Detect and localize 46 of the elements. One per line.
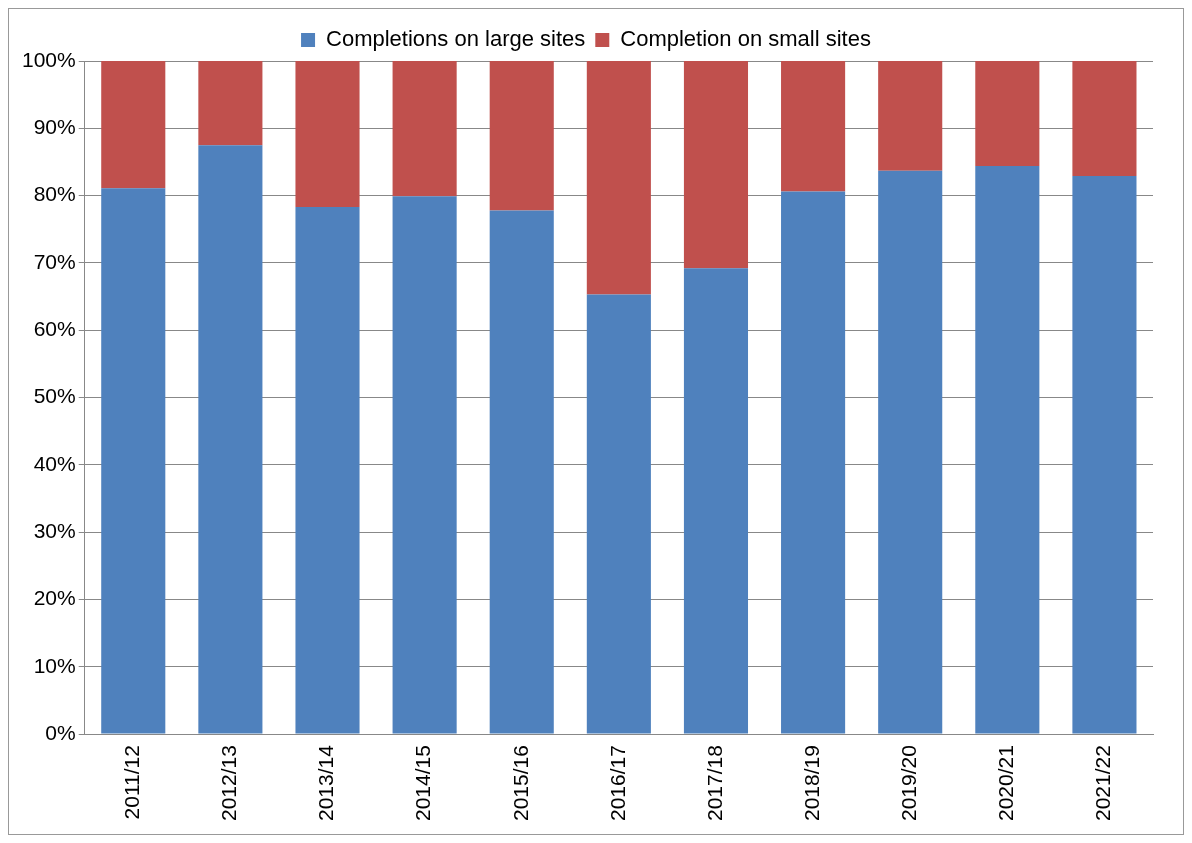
x-tick-label: 2016/17 [605, 745, 629, 822]
bar [975, 166, 1040, 734]
y-tick-label: 0% [45, 720, 76, 744]
y-tick-label: 10% [33, 653, 76, 677]
bar [392, 61, 457, 197]
bar [392, 196, 457, 734]
y-tick-label: 70% [33, 249, 76, 273]
bar [295, 207, 360, 734]
bar [586, 61, 651, 295]
x-tick-label: 2020/21 [994, 745, 1018, 822]
x-tick-label: 2021/22 [1091, 745, 1115, 822]
bar [198, 145, 263, 734]
y-tick-label: 40% [33, 451, 76, 475]
bar [586, 294, 651, 734]
bar [781, 191, 846, 734]
bar [878, 61, 943, 171]
bar [489, 61, 554, 211]
bar [878, 170, 943, 734]
x-tick-label: 2014/15 [411, 745, 435, 822]
bar [975, 61, 1040, 166]
legend-label: Completion on small sites [620, 26, 871, 52]
bar [101, 188, 166, 734]
bar [198, 61, 263, 146]
bar [683, 268, 749, 734]
bar [1072, 61, 1137, 177]
legend-label: Completions on large sites [326, 26, 586, 52]
y-tick-label: 30% [33, 518, 76, 542]
x-tick-label: 2019/20 [897, 745, 920, 822]
x-tick-label: 2012/13 [217, 745, 241, 822]
bar [781, 61, 846, 192]
x-tick-label: 2011/12 [120, 745, 144, 820]
y-tick-label: 20% [33, 586, 76, 610]
bar [295, 61, 360, 208]
bar [1072, 176, 1137, 734]
x-tick-label: 2017/18 [702, 745, 726, 822]
bar [489, 210, 554, 734]
x-tick-label: 2018/19 [799, 745, 823, 822]
y-tick-label: 60% [33, 317, 76, 341]
bar [683, 61, 749, 269]
bar [101, 61, 166, 189]
x-tick-label: 2013/14 [314, 744, 338, 822]
y-tick-label: 80% [33, 182, 76, 206]
y-tick-label: 50% [33, 384, 76, 408]
x-tick-label: 2015/16 [508, 745, 532, 822]
y-tick-label: 90% [33, 115, 76, 139]
y-tick-label: 100% [21, 47, 76, 71]
